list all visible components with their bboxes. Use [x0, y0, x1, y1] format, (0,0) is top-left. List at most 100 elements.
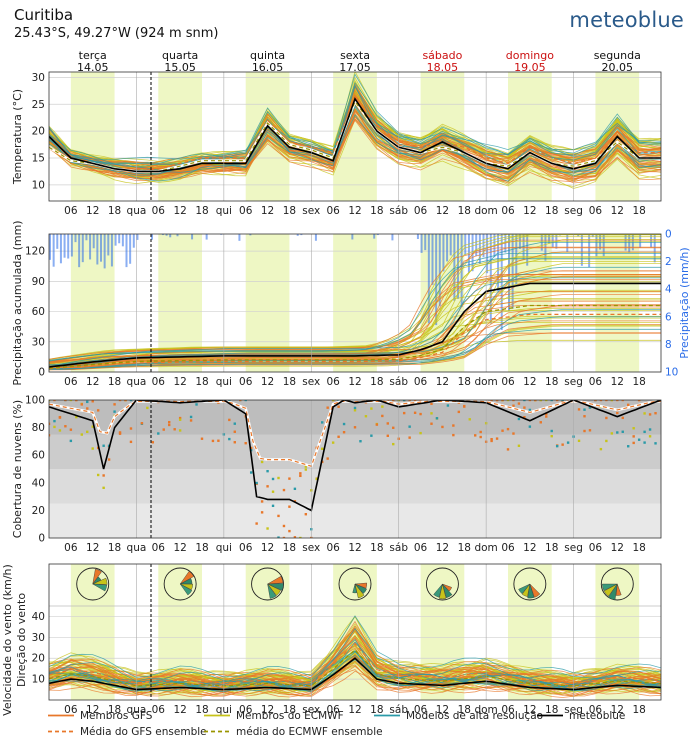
precip-bar: [151, 234, 153, 240]
cloud-member-point: [610, 400, 614, 402]
cloud-member-point: [49, 434, 51, 437]
cloud-member-point: [506, 427, 510, 431]
cloud-member-point: [271, 490, 275, 493]
x-tick-label: 06: [239, 704, 253, 716]
cloud-member-point: [523, 406, 526, 409]
cloud-member-point: [386, 434, 389, 437]
cloud-member-point: [517, 444, 521, 447]
cloud-member-point: [506, 400, 510, 402]
cloud-member-point: [288, 505, 291, 508]
cloud-member-point: [648, 428, 652, 431]
day-name-label: terça: [79, 49, 107, 62]
daylight-band: [70, 72, 115, 201]
y-tick-label: 30: [32, 336, 45, 348]
precip-bar: [100, 234, 102, 262]
precip-bar: [89, 234, 92, 260]
cloud-member-point: [637, 400, 641, 402]
cloud-member-point: [96, 409, 100, 412]
wind-rose-sector: [267, 583, 281, 596]
cloud-band: [49, 469, 661, 504]
cloud-member-point: [610, 432, 614, 435]
x-tick-label: 06: [589, 542, 603, 554]
legend-label: média do ECMWF ensemble: [236, 726, 383, 738]
y2-tick-label: 8: [665, 339, 672, 351]
cloud-member-point: [86, 430, 89, 434]
cloud-member-point: [271, 477, 275, 481]
meteoblue-accum-line: [49, 282, 661, 368]
x-tick-label: 06: [239, 376, 253, 388]
x-tick-label: 12: [436, 205, 449, 217]
wind-rose-icon: [76, 567, 110, 601]
x-day-label: qui: [216, 542, 232, 554]
cloud-member-point: [408, 436, 411, 439]
wind-rose-sector: [179, 583, 193, 596]
precip-bar: [67, 234, 70, 259]
x-tick-label: 18: [195, 704, 208, 716]
x-tick-label: 18: [545, 704, 558, 716]
x-tick-label: 06: [501, 542, 515, 554]
location-title: Curitiba: [14, 6, 74, 24]
wind-rose-sector: [180, 578, 193, 585]
cloud-member-point: [271, 504, 275, 508]
cloud-member-point: [102, 444, 105, 447]
ensemble-member-line: [49, 258, 661, 361]
wind-rose-sector: [352, 583, 357, 594]
x-day-label: sáb: [389, 542, 408, 554]
precip-bar: [515, 234, 518, 285]
precip-bar: [591, 234, 594, 238]
cloud-member-point: [118, 400, 122, 402]
day-name-label: quinta: [250, 49, 285, 62]
cloud-member-point: [129, 400, 133, 402]
legend-label: Membros GFS: [80, 710, 153, 722]
x-tick-label: 06: [501, 205, 515, 217]
cloud-member-point: [91, 400, 94, 403]
x-tick-label: 06: [152, 704, 166, 716]
wind-rose-sector: [529, 583, 541, 598]
cloud-member-point: [69, 400, 73, 402]
cloud-member-point: [430, 422, 433, 425]
brand-logo: meteoblue: [569, 8, 684, 32]
x-tick-label: 06: [414, 376, 428, 388]
x-tick-label: 06: [501, 376, 515, 388]
cloud-member-point: [550, 434, 553, 438]
cloud-member-point: [528, 400, 532, 402]
cloud-member-point: [64, 425, 67, 428]
wind-direction-axis-label: Direção do vento: [15, 593, 28, 687]
y2-tick-label: 0: [665, 229, 672, 241]
cloud-member-point: [457, 410, 461, 414]
cloud-member-point: [86, 407, 89, 410]
x-tick-label: 18: [283, 542, 296, 554]
cloud-member-point: [293, 536, 297, 538]
wind-rose-icon: [425, 567, 459, 601]
x-tick-label: 18: [545, 542, 558, 554]
cloud-member-point: [621, 430, 624, 433]
cloud-band: [49, 434, 661, 469]
cloud-member-point: [632, 427, 635, 430]
x-day-label: sex: [302, 376, 320, 388]
precip-bar: [376, 234, 379, 236]
x-tick-label: 12: [173, 704, 186, 716]
cloud-member-point: [534, 400, 537, 402]
x-tick-label: 18: [195, 205, 208, 217]
cloud-member-point: [616, 411, 619, 415]
location-coords: 25.43°S, 49.27°W (924 m snm): [14, 26, 219, 41]
precip-bar: [628, 234, 631, 253]
precip-bar: [639, 234, 642, 248]
cloud-member-point: [342, 422, 346, 426]
cloud-member-point: [189, 415, 193, 419]
day-date-label: 17.05: [339, 61, 371, 74]
cloud-member-point: [282, 524, 286, 528]
wind-rose-sector: [354, 583, 367, 594]
cloud-member-point: [107, 458, 111, 461]
cloud-member-point: [452, 424, 455, 427]
gfs-mean-line: [49, 642, 661, 684]
x-tick-label: 18: [632, 205, 645, 217]
cloud-member-point: [53, 400, 56, 402]
x-tick-label: 06: [152, 542, 166, 554]
x-tick-label: 06: [414, 542, 428, 554]
x-day-label: qua: [127, 704, 147, 716]
x-day-label: qui: [216, 704, 232, 716]
x-tick-label: 06: [589, 704, 603, 716]
cloud-member-point: [468, 418, 471, 421]
y-tick-label: 10: [32, 179, 45, 191]
